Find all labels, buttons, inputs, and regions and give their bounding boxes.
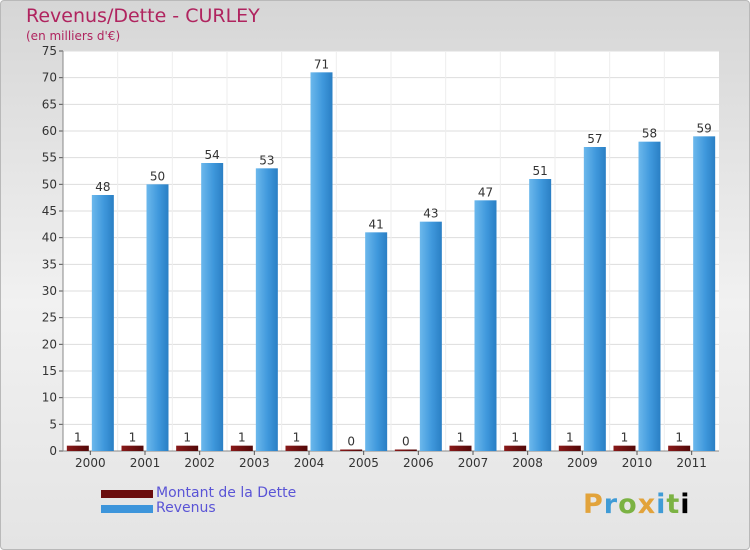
debt-value-label-2003: 1	[238, 431, 246, 445]
debt-bar-2007	[449, 445, 472, 451]
y-tick-label: 40	[42, 231, 57, 245]
y-tick-label: 65	[42, 97, 57, 111]
x-tick-label: 2003	[239, 456, 270, 470]
y-tick-label: 20	[42, 337, 57, 351]
y-tick-label: 25	[42, 311, 57, 325]
revenus-bar-2001	[146, 184, 169, 452]
x-tick-label: 2011	[676, 456, 707, 470]
x-tick-label: 2000	[75, 456, 106, 470]
y-tick-label: 60	[42, 124, 57, 138]
revenus-bar-2003	[255, 168, 278, 452]
debt-value-label-2002: 1	[183, 431, 191, 445]
revenus-bar-2006	[419, 221, 442, 451]
revenus-value-label-2002: 54	[205, 148, 220, 162]
x-tick-label: 2005	[348, 456, 379, 470]
revenus-value-label-2007: 47	[478, 185, 493, 199]
x-tick-label: 2007	[458, 456, 489, 470]
revenus-bar-2009	[583, 147, 606, 451]
y-tick-label: 30	[42, 284, 57, 298]
y-tick-label: 75	[42, 44, 57, 58]
y-tick-label: 55	[42, 151, 57, 165]
y-tick-label: 0	[49, 444, 57, 458]
legend-swatch-revenus	[101, 505, 153, 513]
debt-value-label-2004: 1	[293, 431, 301, 445]
revenus-value-label-2011: 59	[697, 121, 712, 135]
x-tick-label: 2001	[130, 456, 161, 470]
legend-label-revenus: Revenus	[156, 500, 216, 516]
y-tick-label: 50	[42, 177, 57, 191]
debt-bar-2010	[613, 445, 636, 451]
y-tick-label: 35	[42, 257, 57, 271]
debt-value-label-2009: 1	[566, 431, 574, 445]
debt-bar-2002	[176, 445, 199, 451]
debt-value-label-2006: 0	[402, 435, 410, 449]
debt-bar-2001	[121, 445, 144, 451]
debt-bar-2004	[285, 445, 308, 451]
revenus-bar-2002	[201, 163, 224, 451]
debt-bar-2003	[230, 445, 253, 451]
data-labels: 1 48 1 50 1 54 1 53 1 71 0 41 0 43 1 47 1 51 1 57 1 58 1 59	[74, 57, 712, 448]
debt-value-label-2008: 1	[511, 431, 519, 445]
legend-label-debt: Montant de la Dette	[156, 485, 297, 501]
x-tick-label: 2008	[512, 456, 543, 470]
revenus-value-label-2000: 48	[95, 180, 110, 194]
chart-title: Revenus/Dette - CURLEY	[26, 5, 260, 27]
revenus-value-label-2003: 53	[259, 153, 274, 167]
y-tick-label: 10	[42, 391, 57, 405]
gridlines	[63, 50, 719, 452]
debt-bar-2005	[340, 449, 363, 451]
y-tick-label: 15	[42, 364, 57, 378]
x-tick-label: 2002	[184, 456, 215, 470]
revenus-bar-2000	[91, 195, 114, 451]
revenus-bar-2011	[693, 136, 716, 452]
y-tick-label: 45	[42, 204, 57, 218]
revenus-bar-2007	[474, 200, 497, 451]
revenus-value-label-2005: 41	[369, 217, 384, 231]
x-tick-label: 2010	[622, 456, 653, 470]
x-tick-label: 2006	[403, 456, 434, 470]
debt-value-label-2010: 1	[621, 431, 629, 445]
bars	[66, 72, 716, 452]
debt-value-label-2001: 1	[129, 431, 137, 445]
x-tick-label: 2009	[567, 456, 598, 470]
debt-bar-2008	[504, 445, 527, 451]
legend-swatch-debt	[101, 490, 153, 498]
debt-bar-2011	[668, 445, 691, 451]
revenus-value-label-2004: 71	[314, 57, 329, 71]
debt-bar-2009	[558, 445, 581, 451]
revenus-value-label-2009: 57	[587, 132, 602, 146]
revenus-bar-2004	[310, 72, 333, 451]
debt-value-label-2005: 0	[347, 435, 355, 449]
revenus-value-label-2010: 58	[642, 127, 657, 141]
revenus-bar-2010	[638, 141, 661, 451]
revenus-value-label-2006: 43	[423, 207, 438, 221]
chart-subtitle: (en milliers d'€)	[26, 29, 121, 43]
x-tick-label: 2004	[294, 456, 325, 470]
revenus-bar-2005	[365, 232, 388, 451]
debt-value-label-2000: 1	[74, 431, 82, 445]
revenus-value-label-2008: 51	[533, 164, 548, 178]
y-tick-label: 70	[42, 71, 57, 85]
debt-bar-2006	[394, 449, 417, 451]
revenus-value-label-2001: 50	[150, 169, 165, 183]
y-tick-label: 5	[49, 417, 57, 431]
debt-value-label-2007: 1	[457, 431, 465, 445]
debt-value-label-2011: 1	[675, 431, 683, 445]
proxiti-logo: Proxiti	[583, 489, 691, 520]
debt-bar-2000	[66, 445, 89, 451]
revenus-bar-2008	[529, 179, 552, 451]
